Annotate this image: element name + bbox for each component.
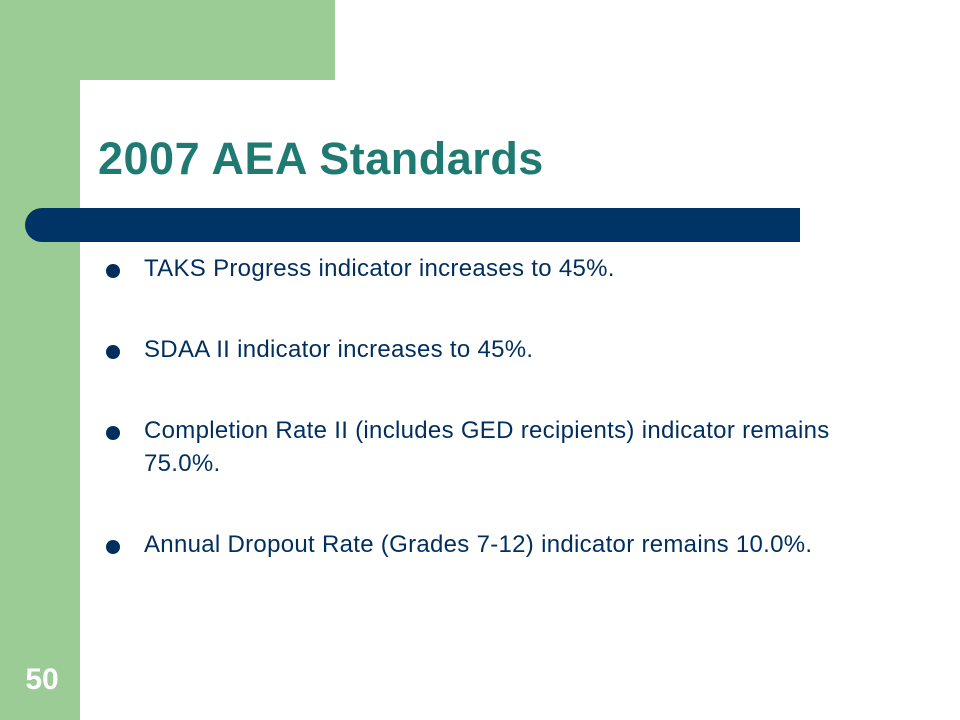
bullet-dot-icon — [106, 264, 120, 278]
slide-number: 50 — [25, 663, 59, 696]
bullet-item-completion-rate: Completion Rate II (includes GED recipie… — [104, 414, 864, 480]
title-divider-bar — [25, 208, 800, 242]
bullet-text: TAKS Progress indicator increases to 45%… — [144, 255, 615, 282]
bullet-text: SDAA II indicator increases to 45%. — [144, 336, 534, 363]
bullet-text: Completion Rate II (includes GED recipie… — [144, 417, 830, 477]
top-accent-band — [0, 0, 335, 80]
left-accent-band — [0, 0, 80, 720]
bullet-dot-icon — [106, 426, 120, 440]
bullet-item-dropout-rate: Annual Dropout Rate (Grades 7-12) indica… — [104, 528, 864, 561]
bullet-text: Annual Dropout Rate (Grades 7-12) indica… — [144, 531, 813, 558]
bullet-dot-icon — [106, 345, 120, 359]
slide-title: 2007 AEA Standards — [98, 133, 544, 184]
bullet-dot-icon — [106, 540, 120, 554]
bullet-list: TAKS Progress indicator increases to 45%… — [104, 252, 864, 609]
content-rounded-corner — [80, 80, 160, 160]
bullet-item-taks-progress: TAKS Progress indicator increases to 45%… — [104, 252, 864, 285]
bullet-item-sdaa: SDAA II indicator increases to 45%. — [104, 333, 864, 366]
